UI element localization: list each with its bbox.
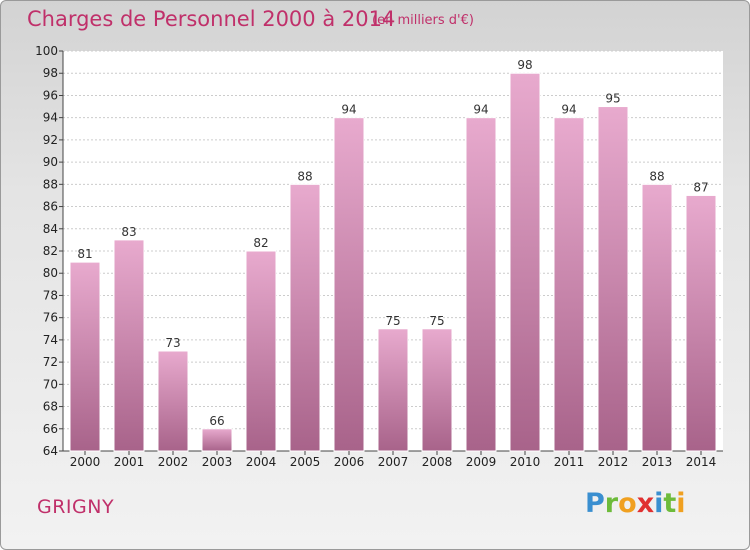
y-tick-label: 82 [43,244,58,258]
x-tick-label: 2000 [70,455,101,469]
y-tick-label: 74 [43,333,58,347]
x-tick-label: 2001 [114,455,145,469]
bar [421,328,453,452]
data-label: 82 [253,236,268,250]
data-label: 94 [473,103,488,117]
y-tick-label: 70 [43,377,58,391]
y-tick-label: 86 [43,200,58,214]
bar [113,239,145,452]
data-label: 88 [297,169,312,183]
chart-subtitle: (en milliers d'€) [372,13,474,28]
bar [509,72,541,452]
data-label: 94 [341,103,356,117]
bar [685,194,717,452]
data-label: 83 [121,225,136,239]
data-label: 75 [385,314,400,328]
bar [157,350,189,452]
x-tick-label: 2004 [246,455,277,469]
x-tick-label: 2013 [642,455,673,469]
y-tick-label: 76 [43,311,58,325]
x-tick-label: 2010 [510,455,541,469]
x-tick-label: 2007 [378,455,409,469]
bar [333,117,365,452]
y-tick-label: 92 [43,133,58,147]
x-tick-label: 2009 [466,455,497,469]
proxiti-logo: Proxiti [585,488,686,519]
y-tick-label: 78 [43,288,58,302]
bar [245,250,277,452]
y-tick-label: 68 [43,400,58,414]
data-label: 73 [165,336,180,350]
bar [201,428,233,452]
y-tick-label: 94 [43,111,58,125]
y-tick-label: 88 [43,177,58,191]
y-tick-label: 64 [43,444,58,458]
commune-name: GRIGNY [37,496,115,518]
bar [597,106,629,452]
y-tick-label: 96 [43,88,58,102]
bar [289,183,321,452]
bar [465,117,497,452]
y-tick-label: 80 [43,266,58,280]
data-label: 87 [693,180,708,194]
data-label: 95 [605,92,620,106]
x-tick-label: 2003 [202,455,233,469]
bar [69,261,101,452]
y-tick-label: 66 [43,422,58,436]
bar [641,183,673,452]
x-tick-label: 2011 [554,455,585,469]
x-tick-label: 2002 [158,455,189,469]
data-label: 94 [561,103,576,117]
data-label: 66 [209,414,224,428]
bar [377,328,409,452]
bar [553,117,585,452]
y-tick-label: 84 [43,222,58,236]
x-tick-label: 2014 [686,455,717,469]
data-label: 98 [517,58,532,72]
x-tick-label: 2008 [422,455,453,469]
data-label: 75 [429,314,444,328]
chart-title: Charges de Personnel 2000 à 2014 [27,7,396,31]
y-tick-label: 100 [35,44,58,58]
x-tick-label: 2006 [334,455,365,469]
data-label: 81 [77,247,92,261]
y-tick-label: 98 [43,66,58,80]
data-label: 88 [649,169,664,183]
x-tick-label: 2005 [290,455,321,469]
y-tick-label: 72 [43,355,58,369]
x-tick-label: 2012 [598,455,629,469]
y-tick-label: 90 [43,155,58,169]
